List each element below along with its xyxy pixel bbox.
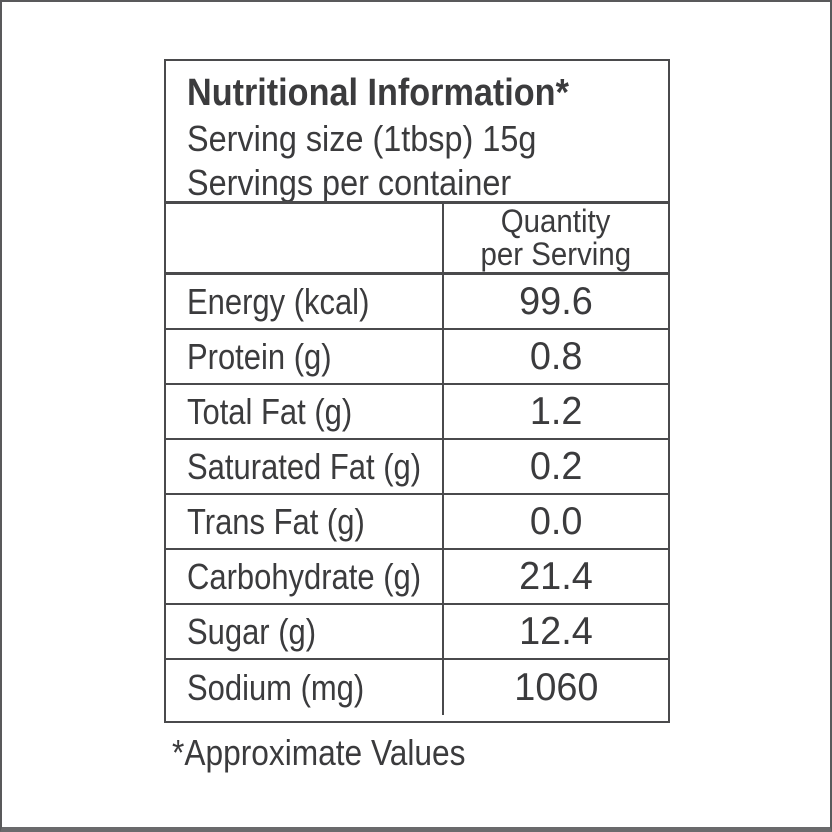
row-value: 1060 (513, 665, 599, 709)
row-value-cell: 1.2 (444, 385, 668, 438)
servings-per-container-line: Servings per container (187, 161, 668, 203)
row-label: Saturated Fat (g) (187, 445, 422, 487)
row-value-cell: 99.6 (444, 275, 668, 328)
row-label-cell: Total Fat (g) (166, 385, 444, 438)
row-label: Sugar (g) (187, 610, 317, 652)
row-value: 0.8 (529, 334, 583, 378)
table-row-sugar: Sugar (g) 12.4 (166, 605, 668, 660)
table-header-block: Nutritional Information* Serving size (1… (166, 61, 668, 204)
row-value: 12.4 (519, 609, 593, 653)
nutrition-title: Nutritional Information* (187, 71, 569, 114)
servings-per-container-text: Servings per container (187, 162, 512, 203)
quantity-header-line2: per Serving (480, 236, 632, 272)
serving-size-text: Serving size (1tbsp) 15g (187, 118, 537, 159)
row-label: Carbohydrate (g) (187, 555, 422, 597)
row-label-cell: Sugar (g) (166, 605, 444, 658)
nutrition-table: Nutritional Information* Serving size (1… (164, 59, 670, 723)
row-label: Sodium (mg) (187, 666, 365, 708)
table-row-sodium: Sodium (mg) 1060 (166, 660, 668, 715)
table-row-carbohydrate: Carbohydrate (g) 21.4 (166, 550, 668, 605)
nutrition-title-line: Nutritional Information* (187, 69, 668, 117)
column-header-row: Quantity per Serving (166, 204, 668, 275)
row-value-cell: 0.2 (444, 440, 668, 493)
quantity-column-header: Quantity per Serving (444, 204, 668, 272)
table-row-trans-fat: Trans Fat (g) 0.0 (166, 495, 668, 550)
row-label-cell: Energy (kcal) (166, 275, 444, 328)
row-value: 0.0 (529, 499, 583, 543)
row-value-cell: 1060 (444, 660, 668, 715)
row-label: Total Fat (g) (187, 390, 353, 432)
row-label-cell: Protein (g) (166, 330, 444, 383)
row-label-cell: Trans Fat (g) (166, 495, 444, 548)
table-row-saturated-fat: Saturated Fat (g) 0.2 (166, 440, 668, 495)
row-value: 0.2 (529, 444, 583, 488)
row-value-cell: 0.8 (444, 330, 668, 383)
row-label-cell: Carbohydrate (g) (166, 550, 444, 603)
row-value-cell: 21.4 (444, 550, 668, 603)
table-row-energy: Energy (kcal) 99.6 (166, 275, 668, 330)
row-label: Trans Fat (g) (187, 500, 365, 542)
table-row-total-fat: Total Fat (g) 1.2 (166, 385, 668, 440)
table-row-protein: Protein (g) 0.8 (166, 330, 668, 385)
row-value: 21.4 (519, 554, 593, 598)
approximate-values-text: *Approximate Values (172, 732, 466, 773)
row-label: Energy (kcal) (187, 280, 370, 322)
row-label-cell: Saturated Fat (g) (166, 440, 444, 493)
row-label: Protein (g) (187, 335, 332, 377)
row-value: 99.6 (519, 279, 593, 323)
row-label-cell: Sodium (mg) (166, 660, 444, 715)
row-value-cell: 0.0 (444, 495, 668, 548)
row-value-cell: 12.4 (444, 605, 668, 658)
quantity-header-line1: Quantity (501, 203, 611, 239)
row-value: 1.2 (529, 389, 583, 433)
approximate-values-note: *Approximate Values (172, 731, 506, 775)
column-header-empty-cell (166, 204, 444, 272)
serving-size-line: Serving size (1tbsp) 15g (187, 117, 668, 161)
